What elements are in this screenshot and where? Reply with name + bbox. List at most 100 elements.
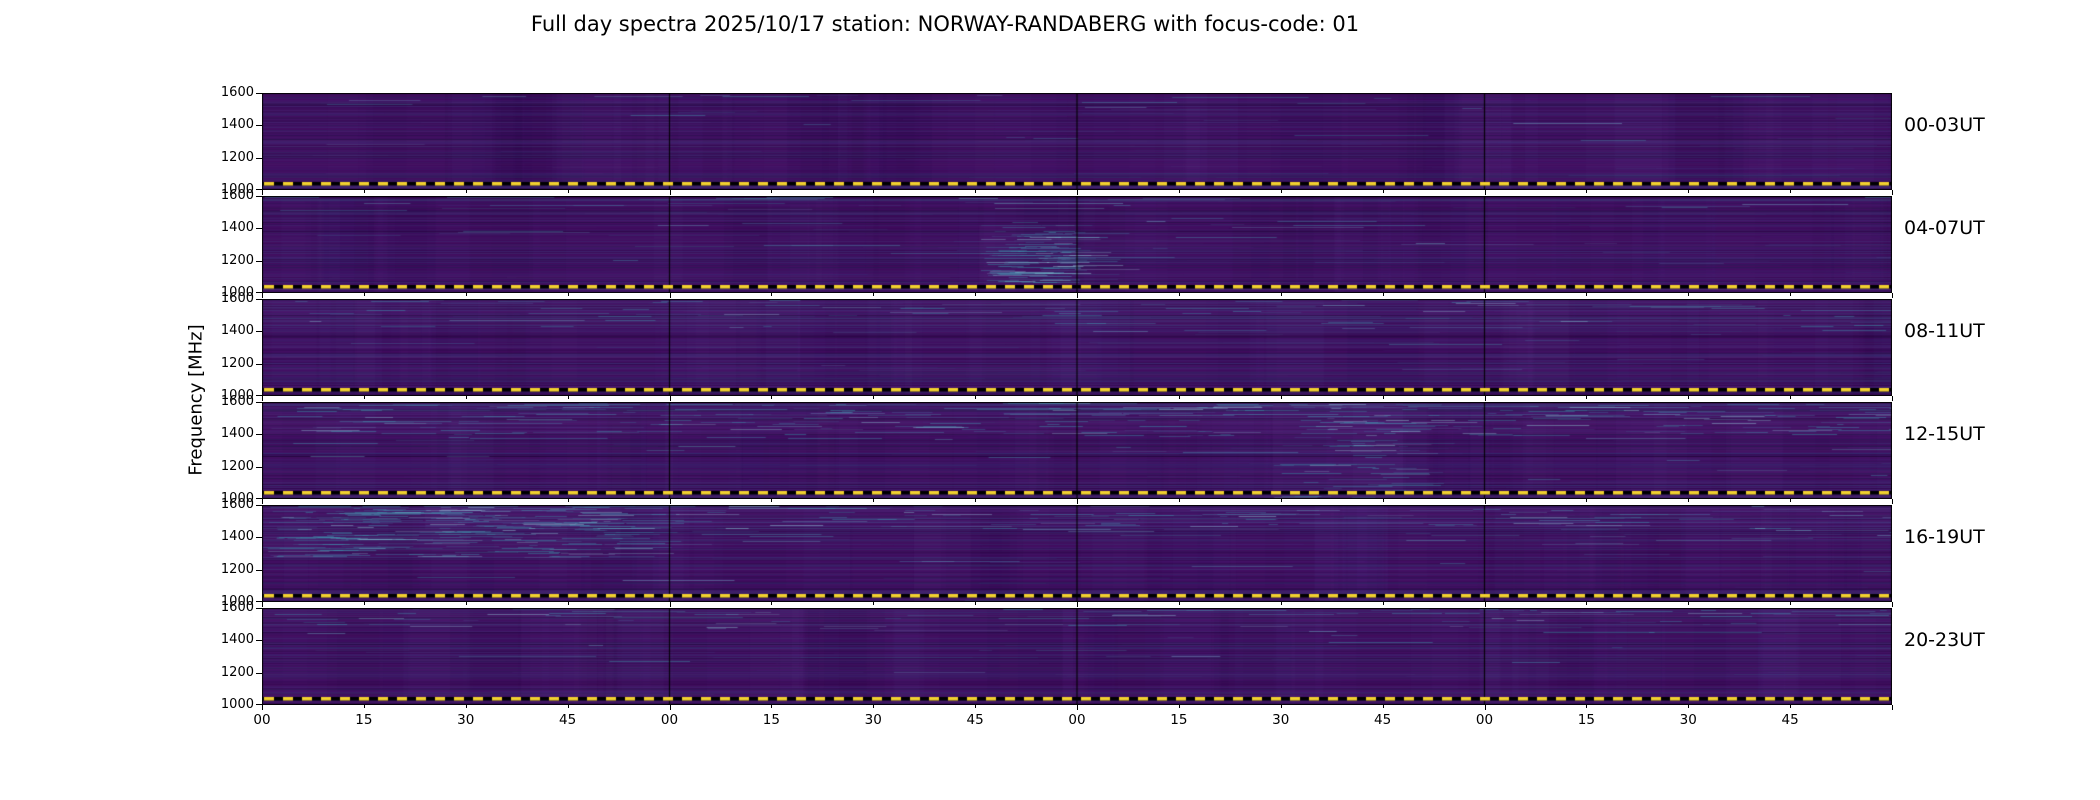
x-tick-label: 30 bbox=[864, 712, 882, 728]
y-tick-label: 1000 bbox=[220, 388, 254, 403]
minute-tick bbox=[567, 602, 569, 605]
minute-tick bbox=[363, 705, 365, 708]
spectrogram-panel bbox=[262, 505, 1892, 602]
minute-tick bbox=[873, 396, 875, 399]
y-tick-label: 1400 bbox=[220, 529, 254, 545]
y-tick-mark bbox=[256, 569, 262, 571]
minute-tick bbox=[567, 190, 569, 193]
spectrogram-panel bbox=[262, 196, 1892, 293]
hour-tick bbox=[669, 190, 671, 195]
hour-tick bbox=[1892, 190, 1893, 195]
minute-tick bbox=[1688, 396, 1690, 399]
minute-tick bbox=[1382, 499, 1384, 502]
panel-canvas bbox=[262, 402, 1892, 499]
y-tick-label: 1400 bbox=[220, 117, 254, 133]
minute-tick bbox=[465, 705, 467, 708]
y-tick-label: 1600 bbox=[220, 600, 254, 615]
minute-tick bbox=[1178, 293, 1180, 296]
spectrogram-panel bbox=[262, 608, 1892, 705]
y-tick-mark bbox=[256, 93, 262, 94]
y-tick-label: 1000 bbox=[220, 594, 254, 609]
minute-tick bbox=[1688, 190, 1690, 193]
minute-tick bbox=[1790, 396, 1792, 399]
minute-tick bbox=[873, 602, 875, 605]
minute-tick bbox=[1178, 499, 1180, 502]
spectrogram-panel bbox=[262, 93, 1892, 190]
y-tick-label: 1000 bbox=[220, 182, 254, 197]
y-tick-mark bbox=[256, 640, 262, 642]
x-tick-label: 30 bbox=[1272, 712, 1290, 728]
minute-tick bbox=[363, 190, 365, 193]
minute-tick bbox=[1586, 705, 1588, 708]
hour-tick bbox=[262, 396, 263, 401]
y-tick-mark bbox=[256, 498, 262, 499]
x-tick-label: 15 bbox=[355, 712, 373, 728]
minute-tick bbox=[1586, 293, 1588, 296]
minute-tick bbox=[1790, 190, 1792, 193]
hour-tick bbox=[1484, 602, 1486, 607]
minute-tick bbox=[363, 602, 365, 605]
y-tick-label: 1400 bbox=[220, 632, 254, 648]
y-tick-mark bbox=[256, 331, 262, 333]
minute-tick bbox=[1586, 499, 1588, 502]
y-tick-label: 1400 bbox=[220, 426, 254, 442]
minute-tick bbox=[1790, 705, 1792, 708]
y-tick-label: 1400 bbox=[220, 323, 254, 339]
minute-tick bbox=[975, 499, 977, 502]
y-tick-mark bbox=[256, 228, 262, 230]
y-tick-mark bbox=[256, 292, 262, 293]
hour-tick bbox=[1077, 396, 1078, 401]
minute-tick bbox=[1790, 293, 1792, 296]
minute-tick bbox=[1280, 705, 1282, 708]
x-tick-label: 15 bbox=[762, 712, 780, 728]
x-tick-label: 15 bbox=[1170, 712, 1188, 728]
hour-tick bbox=[1077, 293, 1078, 298]
y-tick-label: 1600 bbox=[220, 394, 254, 409]
minute-tick bbox=[567, 499, 569, 502]
minute-tick bbox=[1382, 396, 1384, 399]
panel-canvas bbox=[262, 93, 1892, 190]
minute-tick bbox=[1178, 190, 1180, 193]
minute-tick bbox=[975, 293, 977, 296]
minute-tick bbox=[1790, 499, 1792, 502]
y-tick-label: 1200 bbox=[220, 561, 254, 577]
x-tick-label: 30 bbox=[1679, 712, 1697, 728]
y-tick-mark bbox=[256, 672, 262, 674]
hour-tick bbox=[1892, 396, 1893, 401]
minute-tick bbox=[465, 190, 467, 193]
y-tick-mark bbox=[256, 434, 262, 436]
panel-canvas bbox=[262, 505, 1892, 602]
y-tick-label: 1200 bbox=[220, 664, 254, 680]
hour-tick bbox=[262, 602, 263, 607]
minute-tick bbox=[873, 705, 875, 708]
minute-tick bbox=[771, 190, 773, 193]
hour-tick bbox=[669, 396, 671, 401]
y-tick-label: 1200 bbox=[220, 355, 254, 371]
minute-tick bbox=[363, 499, 365, 502]
y-tick-mark bbox=[256, 189, 262, 190]
y-tick-mark bbox=[256, 196, 262, 197]
hour-tick bbox=[1484, 293, 1486, 298]
minute-tick bbox=[873, 190, 875, 193]
minute-tick bbox=[873, 499, 875, 502]
panel-label: 08-11UT bbox=[1904, 320, 1985, 342]
x-tick-label: 45 bbox=[559, 712, 577, 728]
x-tick-label: 00 bbox=[253, 712, 271, 728]
hour-tick bbox=[1077, 602, 1078, 607]
hour-tick bbox=[1484, 499, 1486, 504]
y-tick-label: 1400 bbox=[220, 220, 254, 236]
minute-tick bbox=[1382, 293, 1384, 296]
y-tick-mark bbox=[256, 537, 262, 539]
hour-tick bbox=[1892, 293, 1893, 298]
panel-label: 00-03UT bbox=[1904, 114, 1985, 136]
minute-tick bbox=[363, 396, 365, 399]
y-tick-mark bbox=[256, 704, 262, 705]
hour-tick bbox=[1077, 499, 1078, 504]
y-tick-label: 1200 bbox=[220, 458, 254, 474]
minute-tick bbox=[1280, 293, 1282, 296]
x-tick-label: 45 bbox=[1781, 712, 1799, 728]
minute-tick bbox=[1382, 705, 1384, 708]
minute-tick bbox=[1586, 396, 1588, 399]
x-tick-label: 00 bbox=[1475, 712, 1494, 728]
